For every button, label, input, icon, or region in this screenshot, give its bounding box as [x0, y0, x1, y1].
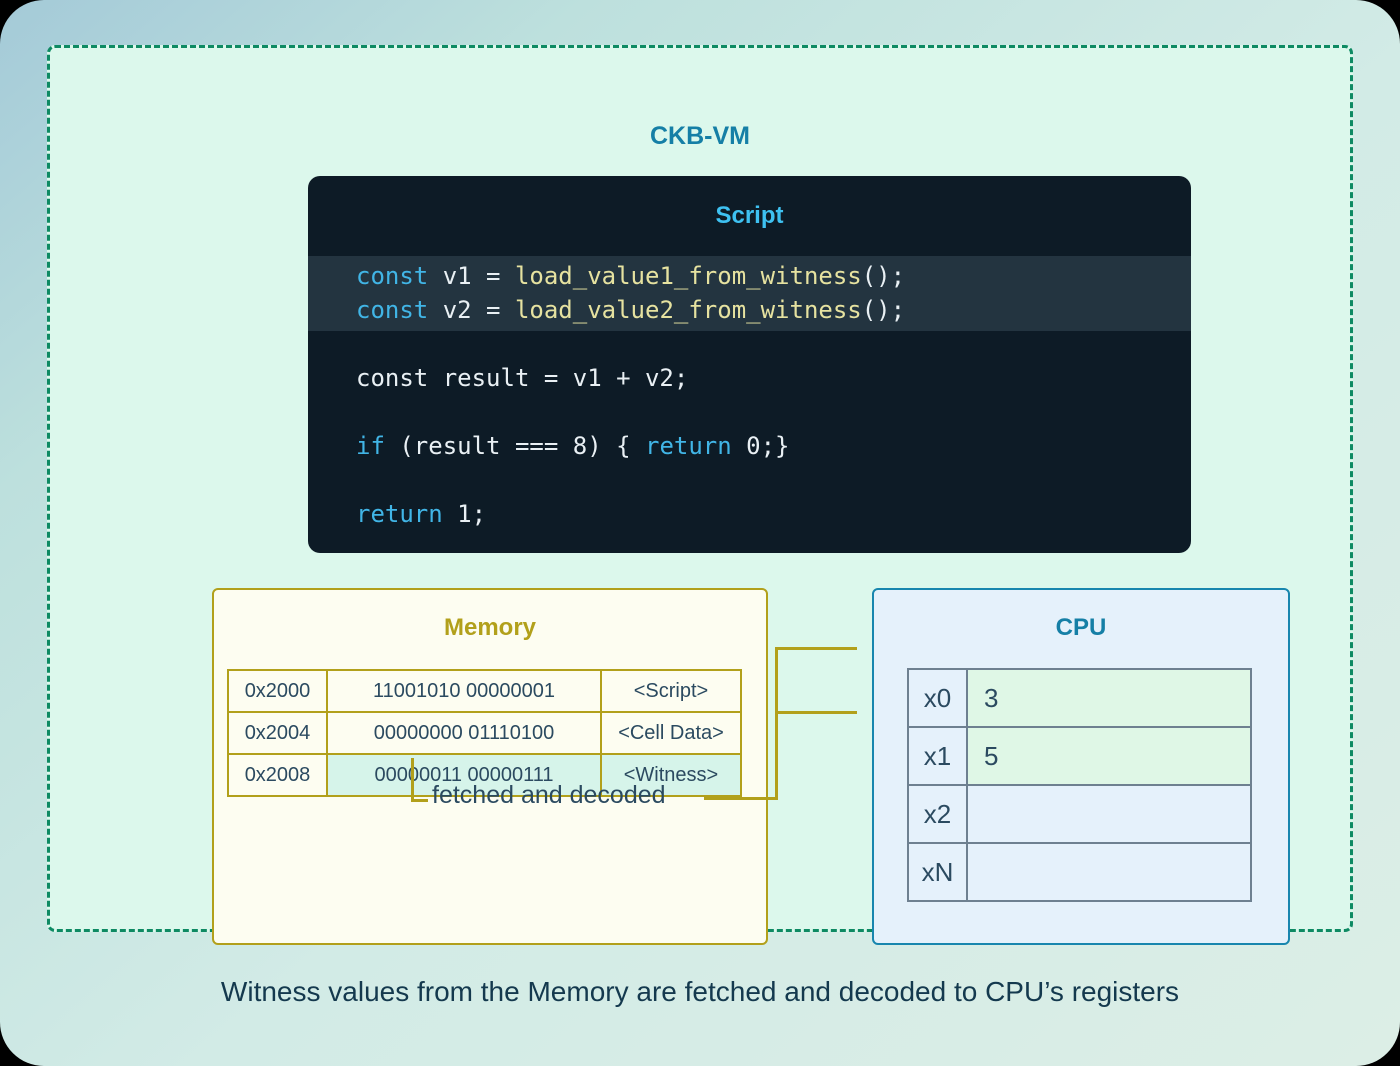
- script-code-line-5: [356, 395, 1179, 429]
- cpu-box: CPU x0 3 x1 5 x2 xN: [872, 588, 1290, 945]
- script-code: const v1 = load_value1_from_witness(); co…: [356, 259, 1179, 531]
- code-token-pl: v2 =: [428, 296, 515, 324]
- connector-line-to-register-x0: [775, 647, 857, 650]
- memory-row-0x2004: 0x2004 00000000 01110100 <Cell Data>: [227, 711, 742, 755]
- script-title: Script: [715, 202, 784, 229]
- code-token-kw: const: [356, 262, 429, 290]
- memory-table: 0x2000 11001010 00000001 <Script> 0x2004 000…: [227, 669, 742, 797]
- code-token-pl: 0;}: [731, 432, 790, 460]
- cpu-register-table-body: x0 3 x1 5 x2 xN: [907, 668, 1252, 902]
- cpu-register-table: x0 3 x1 5 x2 xN: [907, 668, 1252, 902]
- script-code-line-8: return 1;: [356, 497, 1179, 531]
- ckb-vm-container: CKB-VM Script const v1 = load_value1_fro…: [47, 45, 1353, 945]
- memory-table-body: 0x2000 11001010 00000001 <Script> 0x2004 000…: [227, 669, 742, 797]
- register-name-x2: x2: [907, 784, 968, 844]
- connector-line-to-register-x1: [775, 711, 857, 714]
- code-token-fn: load_value1_from_witness: [514, 262, 862, 290]
- register-name-xN: xN: [907, 842, 968, 902]
- register-name-x0: x0: [907, 668, 968, 728]
- code-token-kw: const: [356, 296, 429, 324]
- code-token-pl: ();: [861, 296, 906, 324]
- cpu-title: CPU: [1055, 614, 1107, 641]
- script-code-line-1: const v1 = load_value1_from_witness();: [356, 259, 1179, 293]
- memory-row-0x2008: 0x2008 00000011 00000111 <Witness>: [227, 753, 742, 797]
- code-token-pl: const result = v1 + v2;: [356, 364, 689, 392]
- connector-line-riser-vertical: [775, 647, 778, 800]
- memory-cell-value: 00000000 01110100: [326, 711, 602, 755]
- fetched-and-decoded-label: fetched and decoded: [432, 781, 666, 809]
- memory-cell-address: 0x2008: [227, 753, 328, 797]
- script-code-line-4: const result = v1 + v2;: [356, 361, 1179, 395]
- code-token-pl: v1 =: [428, 262, 515, 290]
- code-token-pl: ();: [861, 262, 906, 290]
- memory-cell-label: <Cell Data>: [600, 711, 742, 755]
- connector-line-witness-drop-foot: [411, 799, 428, 802]
- memory-cell-address: 0x2000: [227, 669, 328, 713]
- code-token-kw: if: [356, 432, 385, 460]
- script-code-block: Script const v1 = load_value1_from_witne…: [308, 176, 1191, 553]
- memory-box: Memory 0x2000 11001010 00000001 <Script> 0x…: [212, 588, 768, 945]
- ckb-vm-title: CKB-VM: [650, 122, 750, 150]
- script-code-line-7: [356, 463, 1179, 497]
- cpu-register-row-x0: x0 3: [907, 668, 1252, 728]
- register-value-x2: [966, 784, 1252, 844]
- register-value-x1: 5: [966, 726, 1252, 786]
- memory-cell-value: 11001010 00000001: [326, 669, 602, 713]
- register-name-x1: x1: [907, 726, 968, 786]
- code-token-pl: (result === 8) {: [384, 432, 645, 460]
- script-code-line-6: if (result === 8) { return 0;}: [356, 429, 1179, 463]
- memory-cell-value: 00000011 00000111: [326, 753, 602, 797]
- memory-cell-label: <Script>: [600, 669, 742, 713]
- diagram-caption: Witness values from the Memory are fetch…: [220, 976, 1180, 1007]
- memory-cell-address: 0x2004: [227, 711, 328, 755]
- script-code-line-3: [356, 327, 1179, 361]
- script-highlight-band: [308, 256, 1191, 331]
- memory-title: Memory: [443, 614, 537, 641]
- code-token-pl: 1;: [442, 500, 487, 528]
- register-value-xN: [966, 842, 1252, 902]
- code-token-kw: return: [356, 500, 443, 528]
- code-token-kw: return: [645, 432, 732, 460]
- script-code-line-2: const v2 = load_value2_from_witness();: [356, 293, 1179, 327]
- cpu-register-row-x1: x1 5: [907, 726, 1252, 786]
- connector-line-label-to-riser: [704, 797, 778, 800]
- memory-cell-label: <Witness>: [600, 753, 742, 797]
- memory-row-0x2000: 0x2000 11001010 00000001 <Script>: [227, 669, 742, 713]
- cpu-register-row-x2: x2: [907, 784, 1252, 844]
- code-token-fn: load_value2_from_witness: [514, 296, 862, 324]
- connector-line-witness-drop-vertical: [411, 758, 414, 802]
- register-value-x0: 3: [966, 668, 1252, 728]
- cpu-register-row-xN: xN: [907, 842, 1252, 902]
